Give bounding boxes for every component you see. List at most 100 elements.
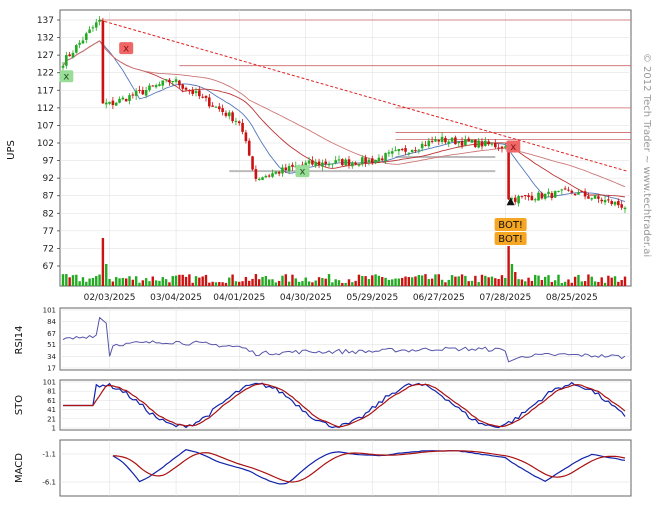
volume-bar [271,279,274,286]
volume-bar [228,277,231,286]
trade-marker-label: x [63,72,69,83]
volume-bar [161,277,164,286]
volume-bar [174,275,178,286]
y-tick-label: 122 [37,69,54,79]
candle-body [334,160,337,164]
candle-body [477,140,480,148]
candle-body [341,159,344,166]
volume-bar [254,274,258,286]
y-tick-label: 132 [37,34,54,44]
volume-bar [101,238,105,286]
candle-body [404,148,407,152]
candle-body [444,137,447,143]
candle-body [251,156,254,170]
volume-bar [75,274,78,286]
candle-body [394,150,397,152]
candle-body [533,199,537,201]
y-tick-label: 112 [37,104,54,114]
volume-bar [115,277,118,286]
candle-body [168,79,171,83]
candle-body [527,195,530,198]
volume-bar [530,280,534,286]
volume-bar [181,274,184,286]
volume-bar [201,276,204,286]
volume-bar [507,246,510,286]
volume-bar [98,274,101,286]
volume-bar [583,281,587,286]
y-tick-label: 67 [43,262,54,272]
volume-bar [374,274,377,286]
volume-bar [264,276,268,286]
moving-averages [62,40,626,203]
volume-bar [337,280,341,286]
candle-body [108,101,111,104]
candle-body [380,158,384,161]
volume-bar [65,274,68,286]
volume-bar [587,274,590,286]
volume-bar [361,276,364,286]
volume-bar [527,277,530,286]
volume-bar [274,282,278,286]
candle-body [360,157,364,165]
candle-body [194,91,198,93]
volume-bar [613,276,617,286]
candle-body [154,85,158,88]
y-tick-label: 41 [47,406,56,414]
x-tick-label: 04/01/2025 [213,293,265,303]
candle-body [211,105,214,107]
volume-bar [118,278,121,286]
candle-body [370,158,374,164]
candle-body [610,201,613,205]
candle-body [254,169,258,179]
y-tick-label: 101 [43,307,56,315]
volume-bar [204,274,208,286]
volume-bar [131,279,135,286]
volume-bar [68,277,71,286]
volume-bar [91,277,95,286]
candle-body [287,165,291,172]
candles [61,16,627,214]
candle-body [497,147,500,149]
candle-body [178,80,181,86]
x-tick-label: 08/25/2025 [546,293,598,303]
volume-bar [234,281,238,286]
candle-body [377,157,381,162]
candle-body [623,207,627,210]
candle-body [151,85,155,87]
volume-bar [597,281,600,286]
macd-y-axis: -1.1 -6.1 [42,451,56,487]
sto-k-line [63,381,626,429]
y-tick-label: 127 [37,51,54,61]
volume-bar [211,281,214,286]
rsi-y-axis: 101 84 67 51 34 17 [43,307,57,373]
volume-bar [534,274,537,286]
candle-body [314,161,318,166]
volume-bar [85,281,88,286]
volume-bar [158,280,161,286]
volume-bar [391,279,394,286]
volume-bar [261,276,264,286]
candle-body [124,98,128,102]
candle-body [91,27,95,29]
candle-body [454,137,457,145]
volume-bar [231,274,234,286]
candle-body [424,144,427,146]
candle-body [231,112,234,122]
volume-bar [610,277,613,286]
candle-body [407,152,411,154]
candle-body [277,171,281,174]
trade-marker-label: x [299,167,305,178]
volume-bar [124,278,128,286]
volume-bar [304,277,307,286]
volume-bar [467,281,470,286]
volume-bar [464,275,467,286]
volume-bar [188,274,191,286]
candle-body [88,29,91,33]
rsi-axis-title: RSI14 [14,326,25,355]
trade-marker-label: x [123,44,129,55]
volume-bar [510,264,514,286]
volume-bar [317,277,321,286]
candle-body [520,195,524,197]
candle-body [65,55,68,66]
candle-body [617,201,620,206]
